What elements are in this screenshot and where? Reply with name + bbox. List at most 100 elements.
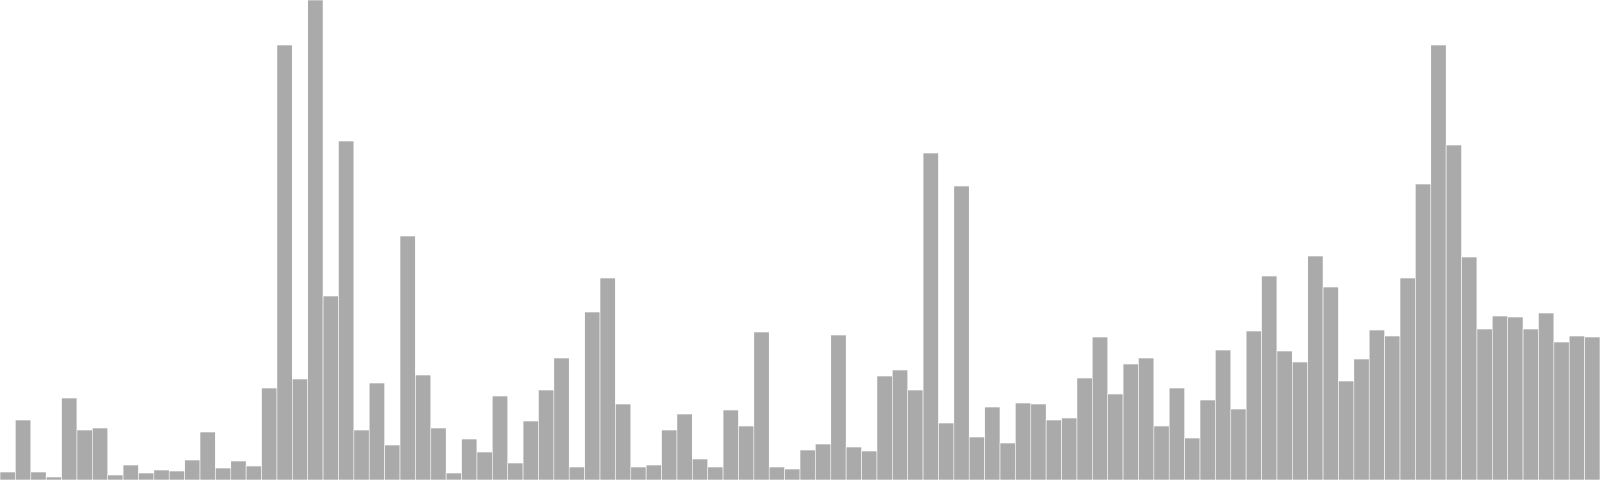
bar-88 xyxy=(1353,358,1370,480)
bar-64 xyxy=(984,406,1001,480)
bar-56 xyxy=(861,450,878,480)
bar-18 xyxy=(276,44,293,480)
bar-13 xyxy=(199,431,216,480)
bar-25 xyxy=(384,444,401,480)
bar-92 xyxy=(1415,183,1432,480)
bar-47 xyxy=(722,409,739,480)
bar-102 xyxy=(1568,335,1585,480)
bar-95 xyxy=(1461,256,1478,480)
bar-11 xyxy=(168,470,185,480)
bar-51 xyxy=(784,468,801,480)
bar-97 xyxy=(1492,315,1508,480)
bar-35 xyxy=(538,389,555,480)
bar-89 xyxy=(1368,329,1385,480)
bar-85 xyxy=(1307,255,1324,480)
bar-16 xyxy=(245,465,262,480)
bar-79 xyxy=(1215,349,1232,480)
bar-103 xyxy=(1584,336,1600,480)
bar-76 xyxy=(1168,387,1185,480)
bar-80 xyxy=(1230,408,1247,480)
bar-28 xyxy=(430,427,447,480)
bar-19 xyxy=(292,378,308,480)
bar-21 xyxy=(322,295,339,480)
bar-86 xyxy=(1322,286,1339,480)
bar-58 xyxy=(892,369,908,480)
bar-23 xyxy=(353,429,370,480)
bar-63 xyxy=(968,436,985,480)
bar-43 xyxy=(661,429,678,480)
bar-98 xyxy=(1507,316,1524,480)
bar-10 xyxy=(153,469,170,480)
bar-82 xyxy=(1261,275,1278,480)
bar-37 xyxy=(568,466,585,480)
bar-12 xyxy=(184,459,201,480)
bar-36 xyxy=(553,357,570,480)
bar-66 xyxy=(1015,402,1032,480)
bar-57 xyxy=(876,375,893,480)
bar-41 xyxy=(630,466,647,480)
bar-91 xyxy=(1399,277,1416,480)
bar-77 xyxy=(1184,437,1201,480)
bar-45 xyxy=(692,458,708,480)
bar-39 xyxy=(599,277,616,480)
bar-6 xyxy=(92,427,108,480)
bar-17 xyxy=(261,387,278,480)
bar-20 xyxy=(307,0,324,480)
bar-48 xyxy=(738,425,755,480)
bar-94 xyxy=(1445,144,1462,480)
bar-78 xyxy=(1199,399,1216,480)
bar-67 xyxy=(1030,403,1047,480)
bar-62 xyxy=(953,185,970,480)
bar-50 xyxy=(768,466,785,480)
bar-4 xyxy=(61,397,78,480)
bar-99 xyxy=(1522,328,1539,480)
bar-46 xyxy=(707,466,724,480)
bar-100 xyxy=(1538,312,1555,480)
bar-49 xyxy=(753,331,770,480)
bar-24 xyxy=(368,382,385,480)
bar-68 xyxy=(1045,419,1062,480)
bar-59 xyxy=(907,389,924,480)
bar-53 xyxy=(815,443,832,480)
bar-93 xyxy=(1430,44,1447,480)
bar-34 xyxy=(522,420,539,480)
bar-14 xyxy=(215,467,232,480)
bar-65 xyxy=(999,442,1016,480)
bar-84 xyxy=(1292,361,1308,480)
bar-73 xyxy=(1122,363,1139,480)
bar-7 xyxy=(107,474,124,480)
bar-87 xyxy=(1338,380,1355,480)
bar-26 xyxy=(399,235,416,480)
bar-52 xyxy=(799,449,816,480)
bar-81 xyxy=(1245,330,1262,480)
bar-61 xyxy=(938,422,955,480)
bar-38 xyxy=(584,311,601,480)
bar-32 xyxy=(492,395,508,480)
bar-70 xyxy=(1076,377,1093,480)
bar-27 xyxy=(415,374,432,480)
bar-101 xyxy=(1553,341,1570,480)
bar-69 xyxy=(1061,417,1078,480)
bar-44 xyxy=(676,413,693,480)
bar-42 xyxy=(645,464,662,480)
bar-0 xyxy=(0,471,16,480)
bar-1 xyxy=(15,419,32,480)
bar-54 xyxy=(830,334,847,480)
bar-2 xyxy=(30,471,47,480)
bar-90 xyxy=(1384,335,1401,480)
bar-71 xyxy=(1092,336,1108,480)
bar-5 xyxy=(76,429,93,480)
bar-60 xyxy=(922,152,939,480)
bar-29 xyxy=(445,472,462,480)
bar-55 xyxy=(845,446,862,480)
bar-72 xyxy=(1107,393,1124,480)
bar-30 xyxy=(461,438,478,480)
bar-40 xyxy=(615,403,632,480)
bar-96 xyxy=(1476,328,1493,480)
bar-75 xyxy=(1153,425,1170,480)
bar-33 xyxy=(507,462,524,480)
bar-74 xyxy=(1138,357,1155,480)
